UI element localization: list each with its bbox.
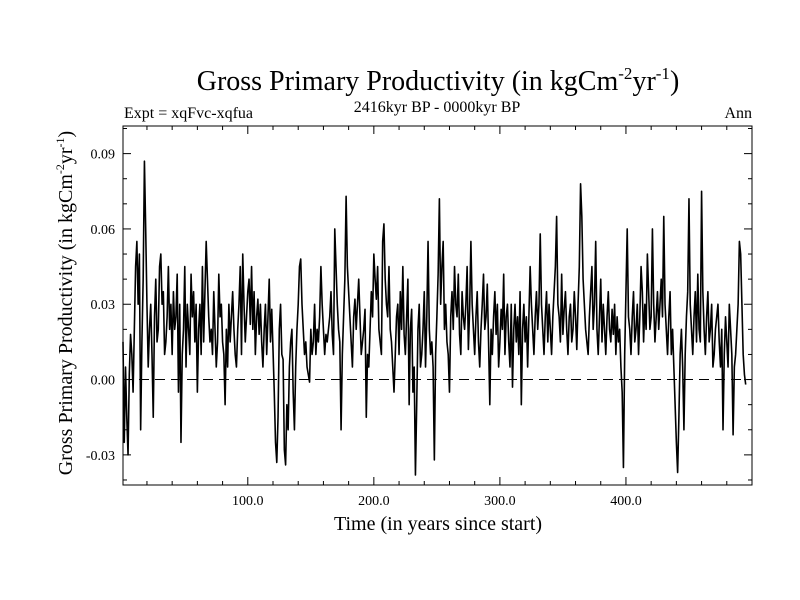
plot-frame [122,125,753,486]
x-tick-label: 300.0 [484,494,516,509]
x-tick-label: 200.0 [358,494,390,509]
plot-area: 100.0 200.0 300.0 400.0 -0.03 0.00 0.03 0.06 0.0… [86,125,753,509]
axis-ticks: 100.0 200.0 300.0 400.0 -0.03 0.00 0.03 0.06 0.0… [86,126,752,509]
x-tick-label: 100.0 [232,494,264,509]
experiment-label: Expt = xqFvc-xqfua [124,105,253,122]
y-axis-label: Gross Primary Productivity (in kgCm-2yr-… [53,131,77,475]
series-line-gpp [122,160,747,476]
chart-subtitle: 2416kyr BP - 0000kyr BP [354,99,521,116]
y-tick-label: 0.03 [91,298,116,313]
y-tick-label: 0.06 [91,223,116,238]
y-tick-label: 0.09 [91,148,116,163]
chart-title: Gross Primary Productivity (in kgCm-2yr-… [197,64,680,97]
season-label: Ann [724,105,752,122]
y-tick-label: -0.03 [86,449,115,464]
x-tick-label: 400.0 [610,494,642,509]
x-axis-label: Time (in years since start) [334,513,542,535]
y-tick-label: 0.00 [91,374,116,389]
